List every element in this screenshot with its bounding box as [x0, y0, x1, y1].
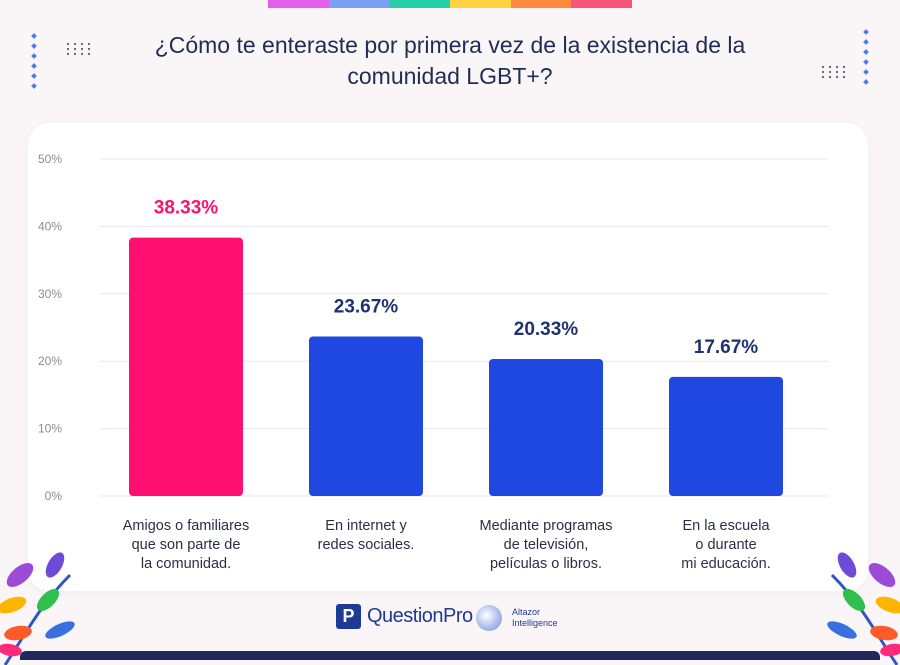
x-category-label: En internet y redes sociales.: [318, 518, 415, 553]
bar: [669, 376, 783, 496]
stripe-6: [571, 0, 633, 8]
decor-dots-left: [31, 33, 38, 94]
altazor-wordmark: Altazor Intelligence: [512, 607, 558, 629]
y-tick-label: 40%: [38, 219, 62, 233]
x-category-label: Amigos o familiares que son parte de la co…: [123, 518, 250, 572]
globe-icon: [476, 605, 502, 631]
stripe-2: [328, 0, 390, 8]
altazor-line2: Intelligence: [512, 618, 558, 628]
bar-value-label: 23.67%: [334, 296, 399, 317]
bar: [489, 358, 603, 496]
altazor-logo: Altazor Intelligence: [476, 605, 558, 631]
footer-bar: [20, 651, 880, 660]
y-tick-label: 0%: [45, 489, 63, 503]
leaf-decoration-right-icon: [827, 552, 900, 665]
stripe-1: [268, 0, 329, 8]
y-tick-label: 20%: [38, 354, 62, 368]
decor-grid-left: [67, 43, 92, 55]
bar-value-label: 38.33%: [154, 198, 219, 219]
questionpro-icon: P: [336, 604, 361, 629]
bar: [129, 237, 243, 496]
stripe-5: [510, 0, 572, 8]
bar-value-label: 20.33%: [514, 319, 579, 340]
stripe-4: [450, 0, 511, 8]
x-category-label: Mediante programas de televisión, película…: [480, 518, 613, 572]
y-tick-label: 30%: [38, 287, 62, 301]
decor-dots-right: [863, 29, 870, 90]
decor-grid-right: [822, 66, 847, 78]
top-color-stripe: [268, 0, 633, 8]
bar-value-label: 17.67%: [694, 337, 759, 358]
questionpro-wordmark: QuestionPro: [367, 605, 473, 627]
bar-chart: 0% 10% 20% 30% 40% 50% 38.33% Amigos o familia…: [38, 152, 828, 572]
bar: [309, 336, 423, 496]
leaf-decoration-left-icon: [0, 552, 75, 665]
x-category-label: En la escuela o durante mi educación.: [681, 518, 770, 572]
questionpro-logo: P QuestionPro: [336, 604, 473, 629]
chart-card: 0% 10% 20% 30% 40% 50% 38.33% Amigos o familia…: [28, 123, 868, 591]
chart-title: ¿Cómo te enteraste por primera vez de la…: [154, 32, 746, 89]
stripe-3: [389, 0, 451, 8]
y-tick-label: 50%: [38, 152, 62, 166]
altazor-line1: Altazor: [512, 607, 541, 617]
y-tick-label: 10%: [38, 422, 62, 436]
